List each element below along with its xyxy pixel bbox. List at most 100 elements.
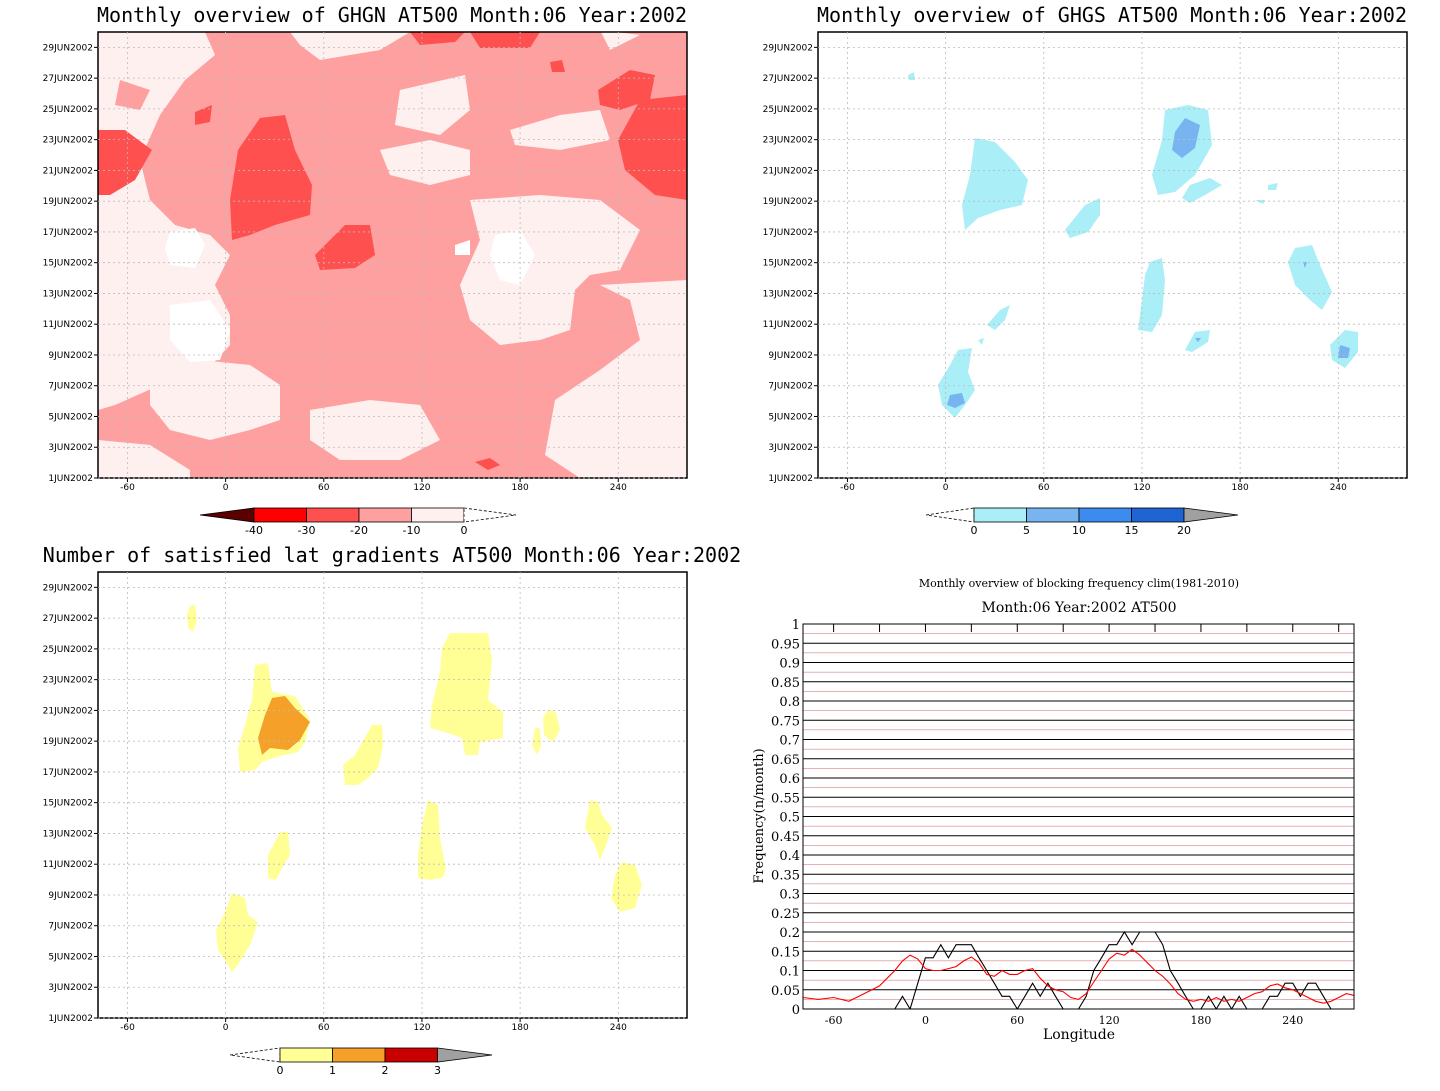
lat-panel: Number of satisfied lat gradients AT500 … <box>43 543 742 1077</box>
lat-y-tick-label: 9JUN2002 <box>48 891 93 901</box>
ghgs-panel: Monthly overview of GHGS AT500 Month:06 … <box>763 3 1408 537</box>
ghgs-y-tick-label: 9JUN2002 <box>768 351 813 361</box>
ghgs-y-tick-label: 7JUN2002 <box>768 382 813 392</box>
ghgn-colorbar-upper-arrow <box>463 507 517 523</box>
ghgs-axes: -60 0 60 120 180 240 1JUN2002 3JUN2002 5JUN2002… <box>763 31 1408 493</box>
freq-series-line-2 <box>803 948 1354 1004</box>
freq-y-tick-label: 0.4 <box>779 849 800 864</box>
ghgs-colorbar-bin-1 <box>973 507 1027 523</box>
freq-y-tick-label: 0.85 <box>771 676 800 691</box>
ghgn-y-tick-label: 23JUN2002 <box>43 136 93 146</box>
ghgn-colorbar-lower-arrow <box>199 507 255 523</box>
ghgs-y-tick-label: 5JUN2002 <box>768 412 813 422</box>
lat-colorbar-lower-arrow <box>229 1047 281 1063</box>
ghgn-y-tick-label: 11JUN2002 <box>43 320 93 330</box>
freq-y-tick-label: 0.2 <box>779 926 800 941</box>
ghgn-colorbar-bin-1 <box>253 507 307 523</box>
freq-y-tick-label: 0.35 <box>771 868 800 883</box>
freq-subtitle: Month:06 Year:2002 AT500 <box>982 600 1177 616</box>
freq-y-tick-label: 0.9 <box>779 657 800 672</box>
lat-y-tick-label: 23JUN2002 <box>43 676 93 686</box>
freq-x-tick-label: -60 <box>825 1014 843 1027</box>
ghgs-colorbar-bin-4 <box>1131 507 1185 523</box>
ghgs-x-tick-label: 180 <box>1232 483 1249 493</box>
ghgs-colorbar-tick: 15 <box>1125 524 1139 537</box>
freq-y-tick-label: 0.45 <box>771 830 800 845</box>
ghgn-title: Monthly overview of GHGN AT500 Month:06 … <box>97 3 687 27</box>
ghgn-colorbar: -40 -30 -20 -10 0 <box>199 507 517 537</box>
freq-y-tick-label: 0.25 <box>771 907 800 922</box>
ghgn-panel: Monthly overview of GHGN AT500 Month:06 … <box>43 3 688 537</box>
lat-colorbar-tick: 1 <box>329 1064 336 1077</box>
ghgs-colorbar-lower-arrow <box>925 507 975 523</box>
ghgs-y-tick-label: 13JUN2002 <box>763 289 813 299</box>
lat-y-tick-label: 15JUN2002 <box>43 799 93 809</box>
lat-y-tick-label: 21JUN2002 <box>43 706 93 716</box>
ghgn-y-tick-label: 13JUN2002 <box>43 289 93 299</box>
lat-y-tick-label: 3JUN2002 <box>48 983 93 993</box>
ghgs-colorbar-bin-2 <box>1026 507 1080 523</box>
lat-colorbar-tick: 2 <box>382 1064 389 1077</box>
lat-x-tick-label: -60 <box>120 1023 135 1033</box>
freq-x-tick-label: 240 <box>1282 1014 1303 1027</box>
lat-x-tick-label: 240 <box>610 1023 627 1033</box>
ghgn-x-tick-label: 240 <box>610 483 627 493</box>
ghgs-colorbar-tick: 10 <box>1072 524 1086 537</box>
ghgn-y-tick-label: 1JUN2002 <box>48 474 93 484</box>
freq-ylabel: Frequency(n/month) <box>752 748 767 883</box>
lat-y-tick-label: 13JUN2002 <box>43 829 93 839</box>
ghgn-y-tick-label: 15JUN2002 <box>43 259 93 269</box>
ghgn-y-tick-label: 27JUN2002 <box>43 74 93 84</box>
lat-field <box>98 572 687 1018</box>
freq-y-tick-label: 0.15 <box>771 945 800 960</box>
ghgn-colorbar-tick: 0 <box>461 524 468 537</box>
ghgn-colorbar-tick: -10 <box>403 524 421 537</box>
lat-y-tick-label: 25JUN2002 <box>43 645 93 655</box>
ghgs-y-tick-label: 23JUN2002 <box>763 136 813 146</box>
ghgn-y-tick-label: 25JUN2002 <box>43 105 93 115</box>
ghgs-y-tick-label: 27JUN2002 <box>763 74 813 84</box>
ghgs-y-tick-label: 15JUN2002 <box>763 259 813 269</box>
ghgs-y-tick-label: 21JUN2002 <box>763 166 813 176</box>
lat-colorbar: 0 1 2 3 <box>229 1047 493 1077</box>
freq-y-tick-label: 0 <box>792 1003 800 1018</box>
freq-y-tick-label: 1 <box>792 618 800 633</box>
ghgn-y-tick-label: 19JUN2002 <box>43 197 93 207</box>
ghgn-x-tick-label: 60 <box>318 483 330 493</box>
freq-y-tick-label: 0.6 <box>779 772 800 787</box>
ghgn-y-tick-label: 17JUN2002 <box>43 228 93 238</box>
lat-x-tick-label: 180 <box>512 1023 529 1033</box>
freq-plot-frame <box>802 623 1355 1010</box>
ghgs-colorbar: 0 5 10 15 20 <box>925 507 1239 537</box>
freq-x-tick-label: 0 <box>922 1014 929 1027</box>
ghgs-x-tick-label: -60 <box>840 483 855 493</box>
ghgs-y-tick-label: 25JUN2002 <box>763 105 813 115</box>
ghgn-colorbar-bin-3 <box>358 507 412 523</box>
ghgn-y-tick-label: 9JUN2002 <box>48 351 93 361</box>
lat-y-tick-label: 7JUN2002 <box>48 922 93 932</box>
ghgn-y-tick-label: 21JUN2002 <box>43 166 93 176</box>
ghgn-y-tick-label: 29JUN2002 <box>43 43 93 53</box>
lat-x-tick-label: 0 <box>223 1023 229 1033</box>
ghgs-y-tick-label: 1JUN2002 <box>768 474 813 484</box>
ghgs-x-tick-label: 120 <box>1133 483 1150 493</box>
lat-y-tick-label: 27JUN2002 <box>43 614 93 624</box>
freq-y-tick-label: 0.05 <box>771 984 800 999</box>
lat-title: Number of satisfied lat gradients AT500 … <box>43 543 741 567</box>
ghgn-x-tick-label: 120 <box>413 483 430 493</box>
ghgn-x-tick-label: 180 <box>512 483 529 493</box>
lat-colorbar-bin-3 <box>384 1047 438 1063</box>
freq-y-tick-label: 0.5 <box>779 811 800 826</box>
ghgs-colorbar-tick: 5 <box>1023 524 1030 537</box>
freq-xlabel: Longitude <box>1043 1027 1115 1043</box>
lat-colorbar-upper-arrow <box>437 1047 493 1063</box>
ghgs-y-tick-label: 19JUN2002 <box>763 197 813 207</box>
ghgn-field <box>98 32 687 478</box>
freq-series-line-1 <box>803 930 1354 1009</box>
freq-y-tick-label: 0.7 <box>779 734 800 749</box>
ghgs-y-tick-label: 29JUN2002 <box>763 43 813 53</box>
ghgs-field <box>818 32 1407 478</box>
ghgn-colorbar-bin-4 <box>411 507 465 523</box>
lat-y-tick-label: 29JUN2002 <box>43 583 93 593</box>
ghgs-colorbar-tick: 0 <box>971 524 978 537</box>
